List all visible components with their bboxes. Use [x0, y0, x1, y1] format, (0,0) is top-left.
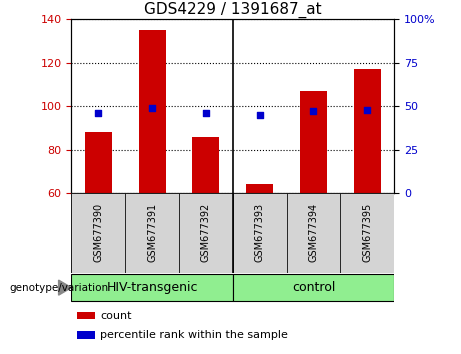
Bar — [139, 30, 165, 193]
Text: GSM677390: GSM677390 — [93, 203, 103, 262]
Point — [364, 107, 371, 113]
Point — [310, 109, 317, 114]
FancyBboxPatch shape — [287, 193, 340, 273]
Bar — [77, 331, 95, 339]
Text: genotype/variation: genotype/variation — [9, 282, 108, 293]
Point — [256, 112, 263, 118]
Bar — [300, 91, 327, 193]
Text: GSM677392: GSM677392 — [201, 203, 211, 262]
Bar — [77, 312, 95, 319]
Text: count: count — [100, 310, 132, 320]
Text: GSM677394: GSM677394 — [308, 203, 319, 262]
Title: GDS4229 / 1391687_at: GDS4229 / 1391687_at — [144, 2, 322, 18]
Text: GSM677393: GSM677393 — [254, 203, 265, 262]
Text: percentile rank within the sample: percentile rank within the sample — [100, 330, 289, 340]
Bar — [193, 137, 219, 193]
Text: GSM677391: GSM677391 — [147, 203, 157, 262]
Point — [202, 110, 210, 116]
Point — [148, 105, 156, 111]
FancyBboxPatch shape — [71, 193, 394, 273]
FancyBboxPatch shape — [233, 193, 287, 273]
FancyBboxPatch shape — [233, 274, 394, 301]
Text: GSM677395: GSM677395 — [362, 203, 372, 262]
Point — [95, 110, 102, 116]
FancyBboxPatch shape — [179, 193, 233, 273]
Polygon shape — [59, 280, 71, 295]
Bar — [85, 132, 112, 193]
Text: HIV-transgenic: HIV-transgenic — [106, 281, 198, 294]
Bar — [354, 69, 381, 193]
Bar — [246, 184, 273, 193]
FancyBboxPatch shape — [125, 193, 179, 273]
FancyBboxPatch shape — [71, 274, 233, 301]
FancyBboxPatch shape — [71, 193, 125, 273]
FancyBboxPatch shape — [340, 193, 394, 273]
Text: control: control — [292, 281, 335, 294]
